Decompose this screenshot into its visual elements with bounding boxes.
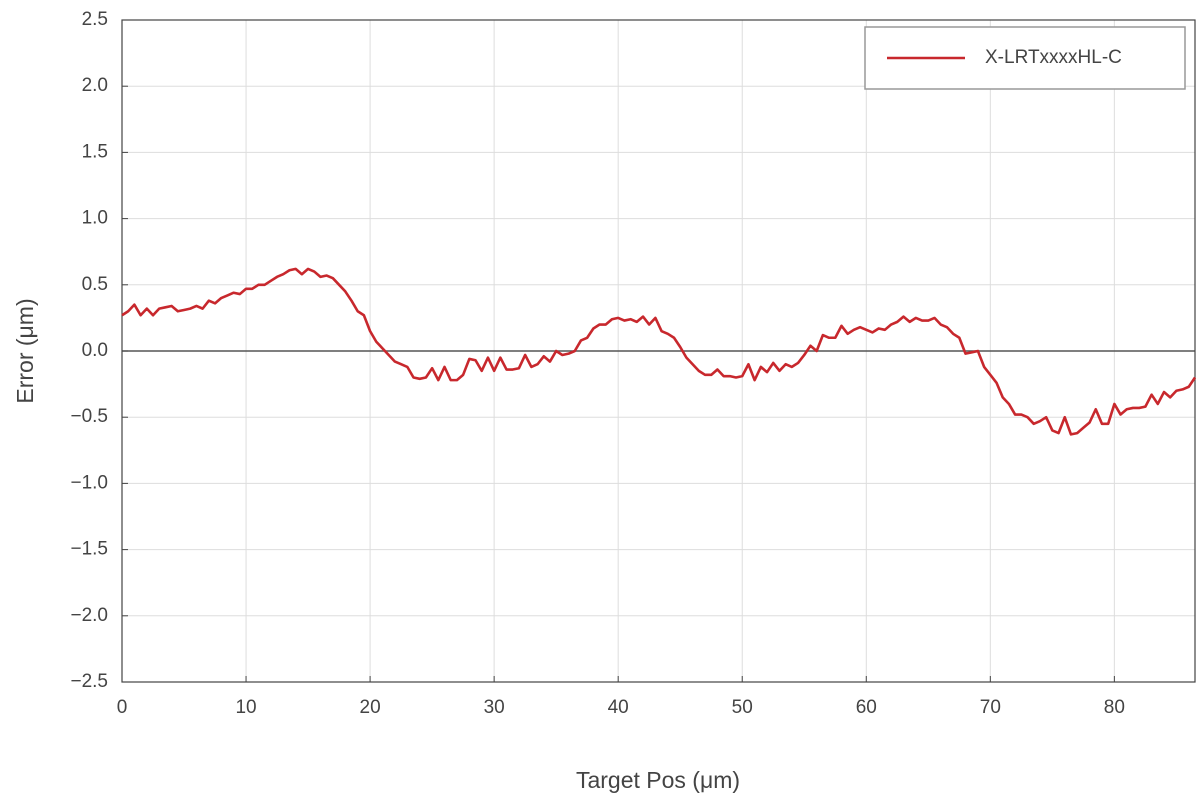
y-tick-label: −2.0 bbox=[70, 605, 108, 626]
y-tick-label: 1.0 bbox=[82, 208, 108, 229]
y-tick-label: 1.5 bbox=[82, 141, 108, 162]
x-tick-label: 70 bbox=[980, 697, 1001, 718]
legend-label: X-LRTxxxxHL-C bbox=[985, 47, 1122, 68]
x-tick-label: 50 bbox=[732, 697, 753, 718]
y-tick-label: 2.5 bbox=[82, 9, 108, 30]
y-tick-label: −1.5 bbox=[70, 539, 108, 560]
x-tick-label: 30 bbox=[484, 697, 505, 718]
y-tick-label: 0.0 bbox=[82, 340, 108, 361]
x-tick-label: 40 bbox=[608, 697, 629, 718]
y-axis-label: Error (μm) bbox=[12, 298, 38, 403]
x-tick-label: 80 bbox=[1104, 697, 1125, 718]
x-axis-label: Target Pos (μm) bbox=[576, 767, 740, 793]
x-tick-label: 20 bbox=[360, 697, 381, 718]
data-line bbox=[121, 267, 1197, 436]
y-tick-label: 0.5 bbox=[82, 274, 108, 295]
y-tick-label: −0.5 bbox=[70, 406, 108, 427]
x-tick-label: 10 bbox=[235, 697, 256, 718]
x-tick-label: 0 bbox=[117, 697, 128, 718]
plot-frame bbox=[121, 19, 1196, 683]
y-tick-label: −1.0 bbox=[70, 472, 108, 493]
x-tick-label: 60 bbox=[856, 697, 877, 718]
y-tick-label: −2.5 bbox=[70, 671, 108, 692]
y-tick-label: 2.0 bbox=[82, 75, 108, 96]
